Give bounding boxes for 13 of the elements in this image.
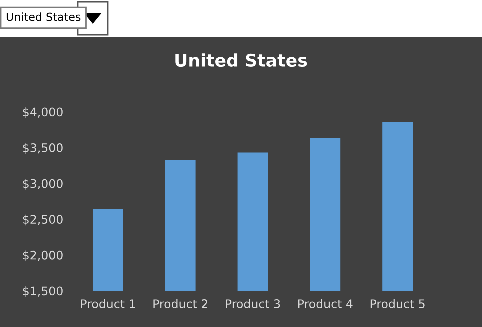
x-tick-label: Product 1 — [81, 299, 136, 308]
y-tick-label: $4,000 — [23, 108, 63, 118]
y-tick-label: $3,000 — [23, 179, 63, 190]
x-tick-label: Product 3 — [226, 299, 280, 308]
x-tick-label: Product 2 — [154, 299, 208, 308]
text: United States — [6, 12, 81, 22]
x-tick-label: Product 4 — [298, 299, 353, 308]
y-tick-label: $1,500 — [23, 286, 63, 298]
x-tick-label: Product 5 — [370, 299, 425, 308]
y-tick-label: $2,500 — [23, 214, 63, 226]
y-tick-label: $3,500 — [23, 143, 63, 154]
y-tick-label: $2,000 — [23, 250, 63, 262]
chart-title: United States — [176, 54, 308, 68]
